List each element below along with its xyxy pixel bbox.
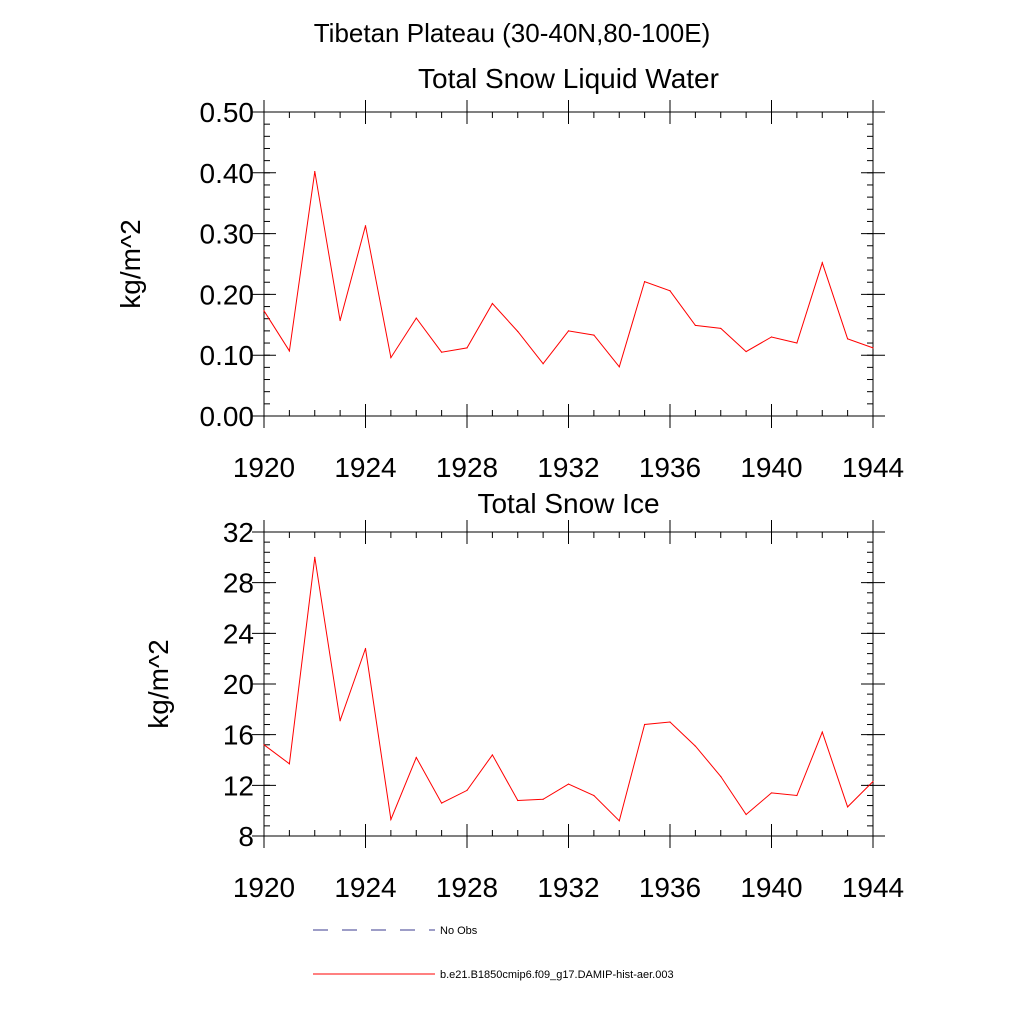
data-point xyxy=(644,723,646,726)
y-tick-label: 20 xyxy=(223,669,254,700)
data-point xyxy=(441,351,443,353)
data-point xyxy=(720,775,722,778)
data-point xyxy=(872,780,874,783)
x-tick-label: 1944 xyxy=(842,452,904,483)
data-point xyxy=(821,731,823,733)
data-point xyxy=(618,366,620,368)
data-point xyxy=(415,756,417,759)
x-tick-label: 1940 xyxy=(740,872,802,903)
chart-title: Total Snow Liquid Water xyxy=(418,63,719,94)
data-point xyxy=(314,170,316,173)
legend-model-label: b.e21.B1850cmip6.f09_g17.DAMIP-hist-aer.… xyxy=(440,969,674,981)
x-tick-label: 1936 xyxy=(639,872,701,903)
data-point xyxy=(593,334,595,336)
data-point xyxy=(390,357,392,359)
data-point xyxy=(720,327,722,330)
data-point xyxy=(415,317,417,319)
data-point xyxy=(847,806,849,808)
panel-snow-ice: Total Snow Ice kg/m^2 1920 1924 1928 1932 1936… xyxy=(143,488,904,903)
data-point xyxy=(390,818,392,821)
plot-frame xyxy=(263,531,874,837)
x-tick-label: 1932 xyxy=(537,872,599,903)
chart-title: Total Snow Ice xyxy=(477,488,659,519)
x-tick-label: 1924 xyxy=(334,452,396,483)
legend: No Obs b.e21.B1850cmip6.f09_g17.DAMIP-hi… xyxy=(313,925,674,981)
x-tick-label: 1920 xyxy=(233,452,295,483)
data-point xyxy=(669,290,671,292)
y-tick-label: 16 xyxy=(223,720,254,751)
data-point xyxy=(466,789,468,792)
data-point xyxy=(770,792,773,794)
data-point xyxy=(821,262,823,264)
data-point xyxy=(263,310,265,312)
data-point xyxy=(542,363,544,365)
data-point xyxy=(567,783,570,785)
data-point xyxy=(796,342,798,344)
data-point xyxy=(745,813,747,816)
y-tick-label: 0.30 xyxy=(200,219,255,250)
data-point xyxy=(339,319,341,322)
data-point xyxy=(491,302,493,305)
figure-title: Tibetan Plateau (30-40N,80-100E) xyxy=(314,18,711,48)
x-tick-label: 1940 xyxy=(740,452,802,483)
data-point xyxy=(567,330,570,332)
y-tick-label: 0.50 xyxy=(200,97,255,128)
data-point xyxy=(618,820,620,822)
x-tick-label: 1928 xyxy=(436,452,498,483)
y-axis-label: kg/m^2 xyxy=(143,639,174,728)
data-point xyxy=(694,324,696,327)
x-tick-label: 1924 xyxy=(334,872,396,903)
data-point xyxy=(745,350,747,353)
data-point xyxy=(517,799,519,802)
data-point xyxy=(364,647,367,650)
y-tick-label: 28 xyxy=(223,568,254,599)
x-tick-label: 1944 xyxy=(842,872,904,903)
data-point xyxy=(644,281,646,283)
panel-snow-liquid-water: Total Snow Liquid Water kg/m^2 1920 1924 192… xyxy=(115,63,904,483)
y-tick-label: 0.40 xyxy=(200,158,255,189)
series-line xyxy=(263,171,874,368)
y-axis-label: kg/m^2 xyxy=(115,219,146,308)
data-point xyxy=(542,798,544,800)
data-point xyxy=(288,763,290,765)
data-point xyxy=(288,350,290,352)
data-point xyxy=(491,754,493,756)
data-point xyxy=(339,720,341,722)
data-point xyxy=(694,745,696,747)
y-tick-label: 32 xyxy=(223,517,254,548)
x-tick-label: 1932 xyxy=(537,452,599,483)
legend-obs-label: No Obs xyxy=(440,925,478,937)
data-point xyxy=(314,556,316,558)
y-tick-label: 12 xyxy=(223,770,254,801)
x-tick-label: 1936 xyxy=(639,452,701,483)
data-point xyxy=(364,225,367,227)
series-line xyxy=(263,557,874,822)
y-tick-label: 8 xyxy=(238,821,254,852)
x-tick-label: 1920 xyxy=(233,872,295,903)
x-tick-label: 1928 xyxy=(436,872,498,903)
data-point xyxy=(872,347,874,349)
data-point xyxy=(517,330,519,333)
data-point xyxy=(593,794,595,797)
data-point xyxy=(441,802,443,804)
y-tick-label: 0.20 xyxy=(200,279,255,310)
y-tick-label: 24 xyxy=(223,618,254,649)
y-tick-label: 0.00 xyxy=(200,401,255,432)
y-tick-label: 0.10 xyxy=(200,340,255,371)
data-point xyxy=(770,336,773,338)
data-point xyxy=(669,721,671,723)
data-point xyxy=(466,347,468,349)
data-point xyxy=(847,338,849,340)
data-point xyxy=(263,744,265,746)
data-point xyxy=(796,794,798,797)
